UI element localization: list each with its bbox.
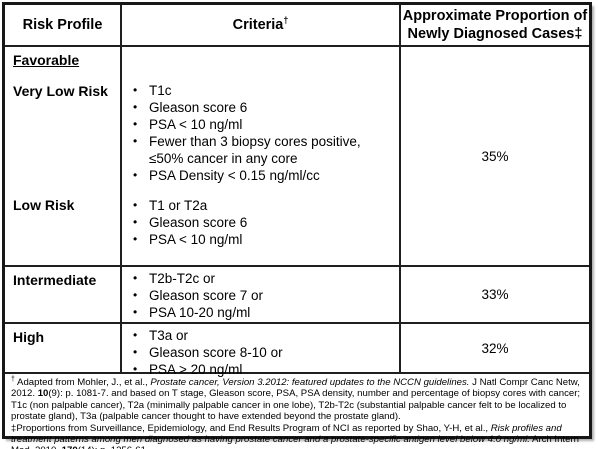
favorable-label-cell: Favorable Very Low Risk Low Risk	[5, 47, 122, 265]
high-label-cell: High	[5, 324, 122, 372]
low-risk-label: Low Risk	[13, 197, 75, 213]
intermediate-proportion-value: 33%	[481, 287, 509, 302]
criteria-item: • Gleason score 6	[128, 99, 397, 116]
very-low-risk-label: Very Low Risk	[13, 83, 108, 99]
favorable-label: Favorable	[13, 52, 80, 68]
risk-profile-table: Risk Profile Criteria† Approximate Propo…	[2, 2, 592, 449]
intermediate-proportion-cell: 33%	[401, 267, 589, 322]
criteria-item-text: T1 or T2a	[149, 198, 208, 213]
criteria-item-text: T1c	[149, 83, 172, 98]
intermediate-criteria-list: • T2b-T2c or • Gleason score 7 or • PSA 10-20…	[128, 270, 397, 321]
high-label: High	[13, 329, 45, 345]
low-risk-criteria-list: • T1 or T2a • Gleason score 6 • PSA < 10 ng/m…	[128, 197, 397, 248]
favorable-proportion-cell: 35%	[401, 47, 589, 265]
criteria-item: • T2b-T2c or	[128, 270, 397, 287]
criteria-item: • Gleason score 8-10 or	[128, 344, 397, 361]
criteria-item: • PSA > 20 ng/ml	[128, 361, 397, 378]
criteria-item: • PSA 10-20 ng/ml	[128, 304, 397, 321]
criteria-item-text: PSA > 20 ng/ml	[149, 362, 243, 377]
criteria-item: • PSA < 10 ng/ml	[128, 231, 397, 248]
bullet-icon: •	[133, 345, 138, 359]
table-row-intermediate: Intermediate • T2b-T2c or • Gleason score 7…	[5, 267, 589, 324]
bullet-icon: •	[133, 362, 138, 376]
bullet-icon: •	[133, 168, 138, 182]
favorable-proportion-value: 35%	[481, 148, 509, 164]
bullet-icon: •	[133, 117, 138, 131]
criteria-item-text: PSA < 10 ng/ml	[149, 117, 243, 132]
criteria-item-text: Gleason score 7 or	[149, 288, 264, 303]
bullet-icon: •	[133, 83, 138, 97]
criteria-item-text: Gleason score 6	[149, 100, 248, 115]
bullet-icon: •	[133, 305, 138, 319]
bullet-icon: •	[133, 215, 138, 229]
criteria-item: • PSA Density < 0.15 ng/ml/cc	[128, 167, 397, 184]
criteria-item-text: Fewer than 3 biopsy cores positive, ≤50%…	[149, 134, 361, 166]
header-criteria-label: Criteria†	[232, 15, 289, 33]
table-header-row: Risk Profile Criteria† Approximate Propo…	[5, 5, 589, 47]
bullet-icon: •	[133, 271, 138, 285]
criteria-item-text: T3a or	[149, 328, 189, 343]
criteria-item-text: Gleason score 8-10 or	[149, 345, 283, 360]
criteria-item-text: PSA 10-20 ng/ml	[149, 305, 251, 320]
bullet-icon: •	[133, 198, 138, 212]
criteria-item-text: T2b-T2c or	[149, 271, 216, 286]
criteria-item: • T3a or	[128, 327, 397, 344]
header-risk-profile: Risk Profile	[5, 5, 122, 45]
criteria-item: • T1c	[128, 82, 397, 99]
high-proportion-value: 32%	[481, 340, 509, 356]
footnotes-section: † Adapted from Mohler, J., et al., Prost…	[5, 374, 589, 449]
footnote-proportions-citation: ‡Proportions from Surveillance, Epidemio…	[11, 422, 579, 449]
criteria-item: • Gleason score 6	[128, 214, 397, 231]
header-proportion: Approximate Proportion of Newly Diagnose…	[401, 5, 589, 45]
bullet-icon: •	[133, 232, 138, 246]
bullet-icon: •	[133, 100, 138, 114]
header-proportion-line2: Newly Diagnosed Cases‡	[407, 26, 583, 42]
intermediate-label-cell: Intermediate	[5, 267, 122, 322]
bullet-icon: •	[133, 288, 138, 302]
table-row-favorable: Favorable Very Low Risk Low Risk • T1c • Gl…	[5, 47, 589, 267]
high-criteria-list: • T3a or • Gleason score 8-10 or • PSA > 20 n…	[128, 327, 397, 378]
intermediate-criteria-cell: • T2b-T2c or • Gleason score 7 or • PSA 10-20…	[122, 267, 401, 322]
header-criteria: Criteria†	[122, 5, 401, 45]
criteria-item-text: PSA < 10 ng/ml	[149, 232, 243, 247]
bullet-icon: •	[133, 328, 138, 342]
favorable-criteria-cell: • T1c • Gleason score 6 • PSA < 10 ng/ml • Fewe…	[122, 47, 401, 265]
header-risk-profile-label: Risk Profile	[22, 17, 103, 33]
criteria-item-text: PSA Density < 0.15 ng/ml/cc	[149, 168, 320, 183]
criteria-item: • Gleason score 7 or	[128, 287, 397, 304]
header-proportion-line1: Approximate Proportion of	[402, 8, 588, 24]
high-proportion-cell: 32%	[401, 324, 589, 372]
intermediate-label: Intermediate	[13, 272, 97, 288]
criteria-item: • Fewer than 3 biopsy cores positive, ≤50…	[128, 133, 397, 167]
dagger-superscript: †	[283, 15, 289, 26]
high-criteria-cell: • T3a or • Gleason score 8-10 or • PSA > 20 n…	[122, 324, 401, 377]
very-low-risk-criteria-list: • T1c • Gleason score 6 • PSA < 10 ng/ml • Fewe…	[128, 82, 397, 184]
bullet-icon: •	[133, 134, 138, 148]
criteria-item: • T1 or T2a	[128, 197, 397, 214]
table-row-high: High • T3a or • Gleason score 8-10 or • PSA >…	[5, 324, 589, 377]
criteria-item-text: Gleason score 6	[149, 215, 248, 230]
criteria-item: • PSA < 10 ng/ml	[128, 116, 397, 133]
footnote-adapted-citation: † Adapted from Mohler, J., et al., Prost…	[11, 375, 581, 423]
